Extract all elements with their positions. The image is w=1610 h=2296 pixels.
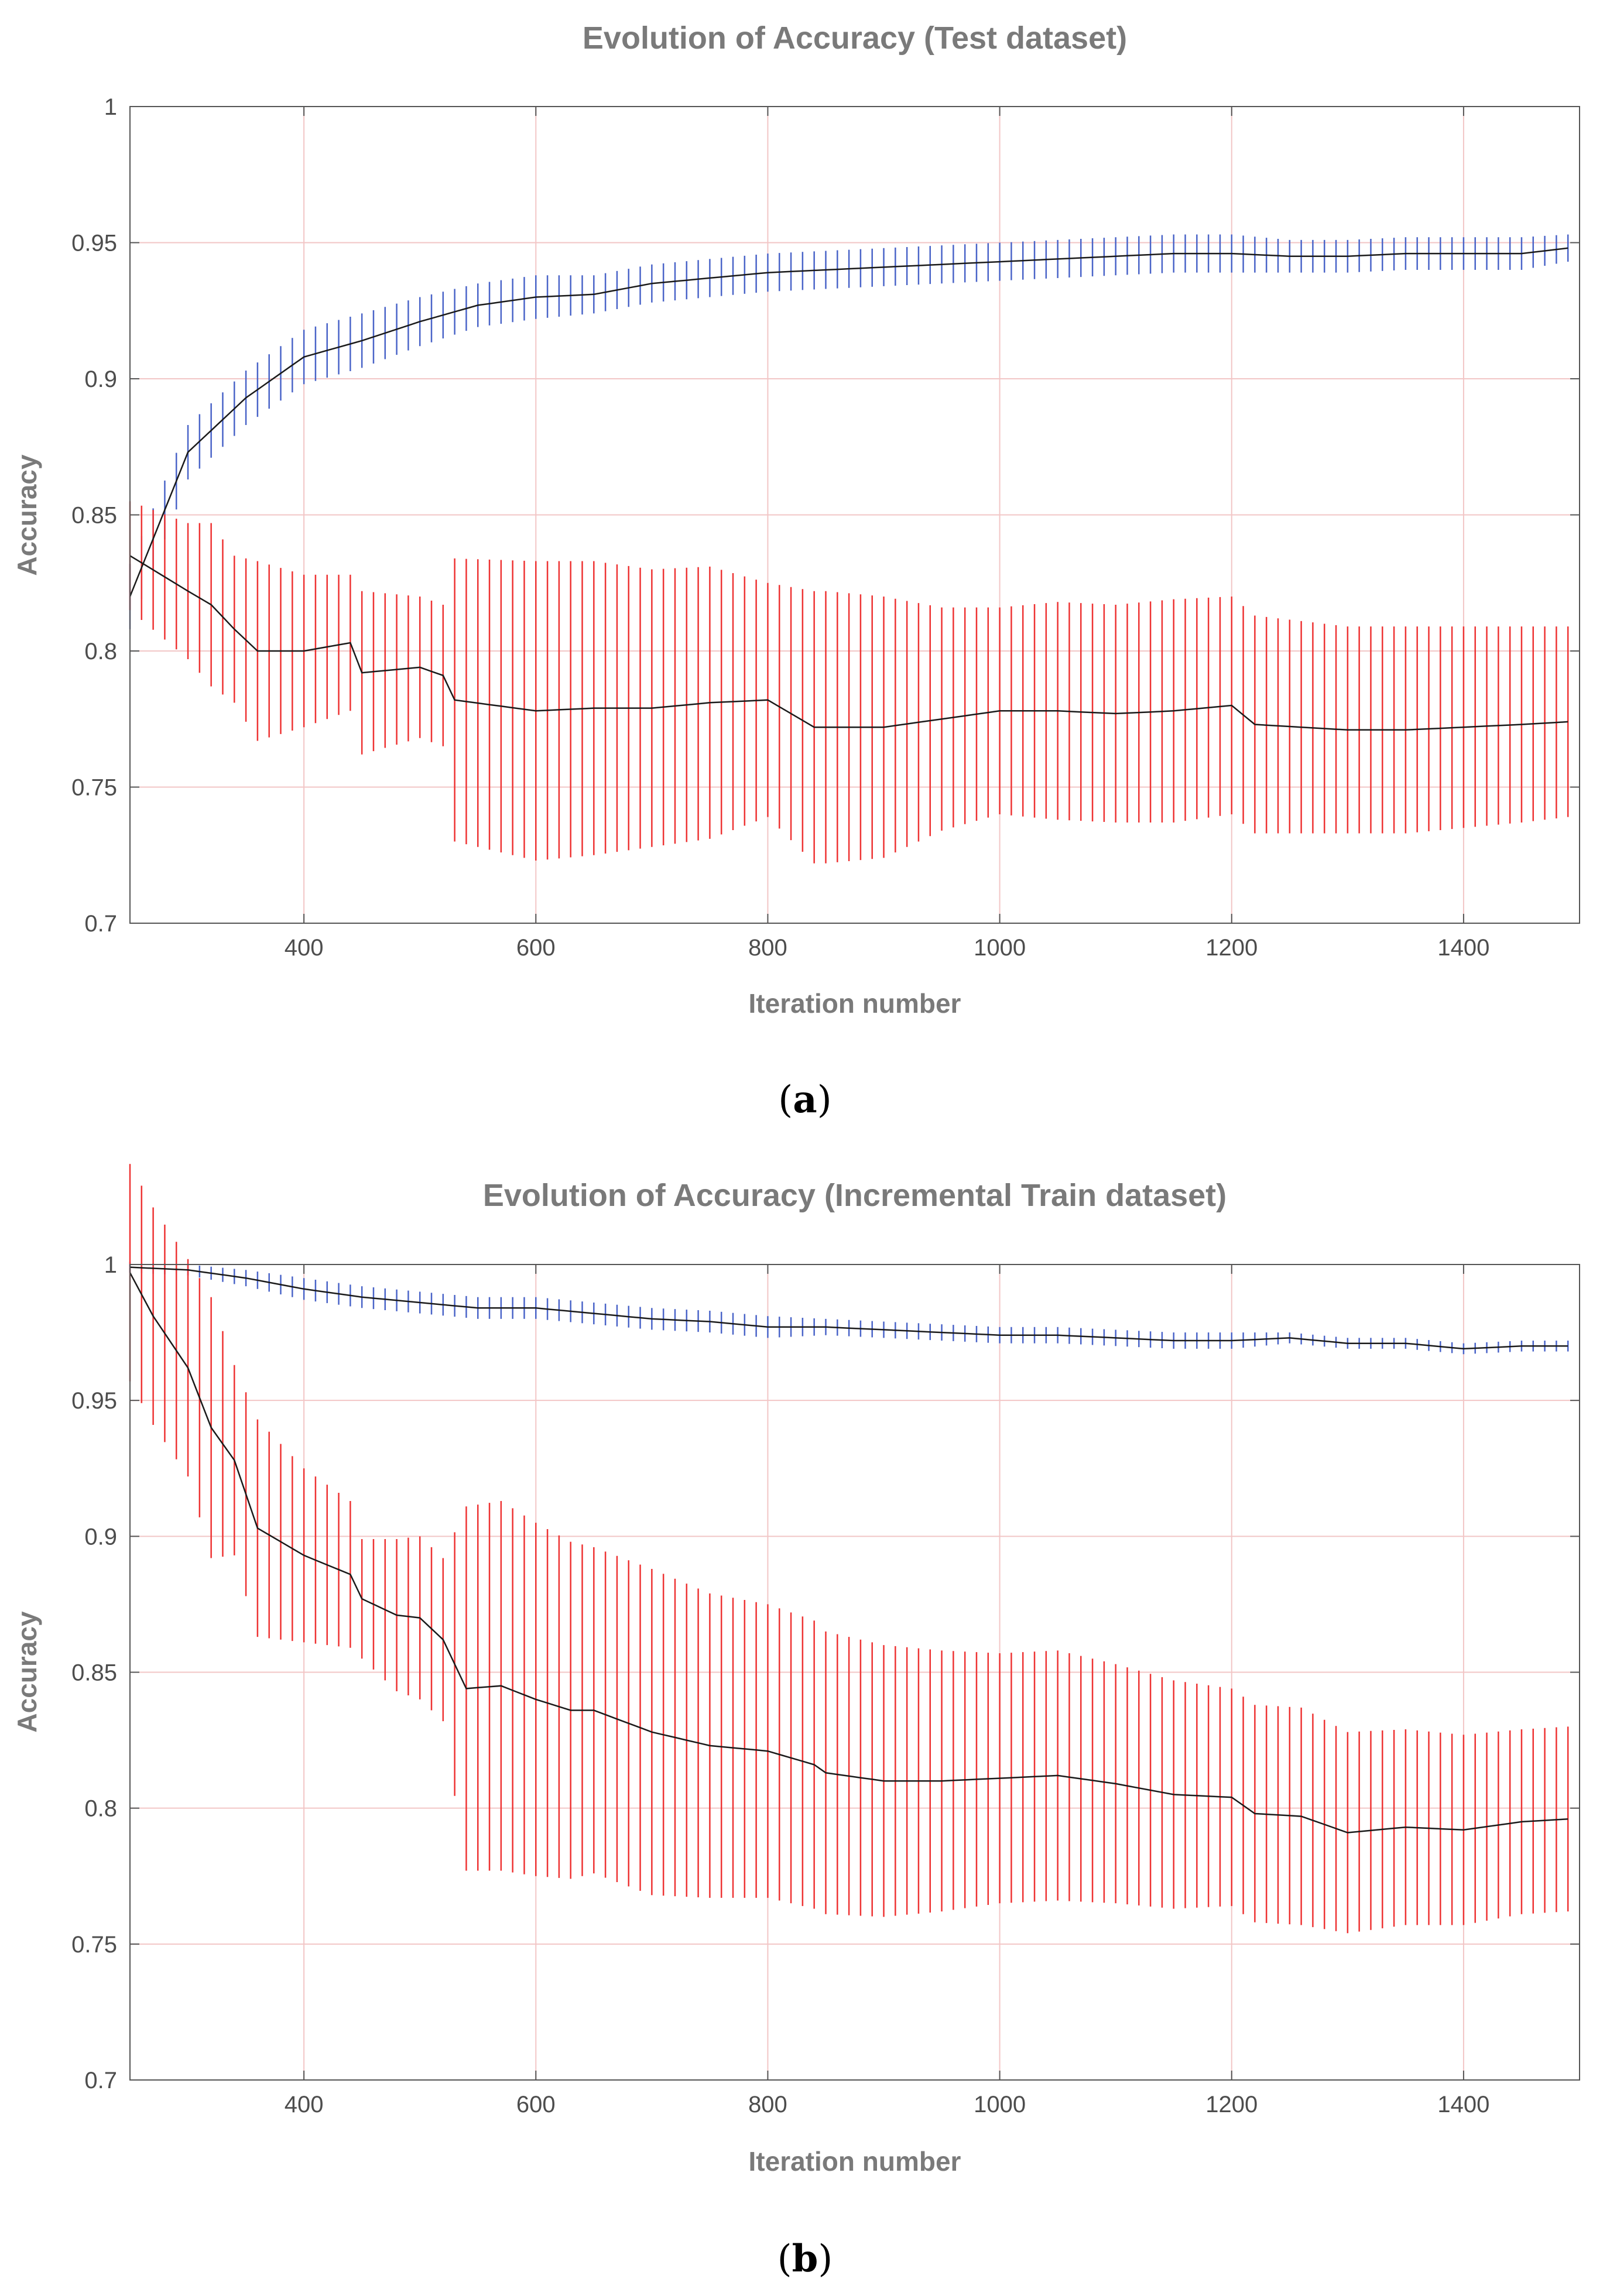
caption-letter: b	[792, 2237, 818, 2281]
y-tick-label: 0.85	[71, 503, 117, 529]
mean-line-lower	[129, 1272, 1568, 1834]
y-tick-label: 0.75	[71, 775, 117, 801]
y-tick-label: 1	[104, 1252, 117, 1278]
y-axis-label: Accuracy	[12, 454, 42, 576]
x-tick-label: 800	[748, 935, 787, 961]
axis-ticks: 400 600 800 1000 1200 1400 0.7 0.75 0.8 0.85 0.9 0.…	[71, 94, 1580, 961]
x-tick-label: 400	[285, 2092, 324, 2117]
y-tick-label: 0.95	[71, 1388, 117, 1414]
chart-incremental-train-dataset: Evolution of Accuracy (Incremental Train…	[12, 1164, 1580, 2177]
y-tick-label: 0.7	[84, 2068, 117, 2093]
chart-test-dataset: Evolution of Accuracy (Test dataset) 400…	[12, 20, 1580, 1019]
mean-lines	[129, 1266, 1568, 1834]
y-tick-label: 1	[104, 94, 117, 120]
caption-a: (a)	[778, 1078, 831, 1122]
x-tick-label: 600	[516, 2092, 556, 2117]
x-tick-label: 1400	[1437, 2092, 1489, 2117]
y-tick-label: 0.9	[84, 366, 117, 392]
y-tick-label: 0.8	[84, 639, 117, 664]
chart-title: Evolution of Accuracy (Incremental Train…	[483, 1178, 1227, 1213]
y-axis-label: Accuracy	[12, 1611, 42, 1733]
y-tick-label: 0.8	[84, 1796, 117, 1822]
y-tick-label: 0.85	[71, 1660, 117, 1686]
grid	[130, 107, 1580, 923]
axis-ticks: 400 600 800 1000 1200 1400 0.7 0.75 0.8 0.85 0.9 0.…	[71, 1252, 1580, 2117]
caption-letter: a	[793, 1078, 817, 1122]
mean-line-lower	[129, 555, 1568, 731]
x-axis-label: Iteration number	[749, 988, 961, 1019]
caption-open-paren: (	[777, 2237, 792, 2281]
caption-close-paren: )	[818, 2237, 833, 2281]
x-tick-label: 800	[748, 2092, 787, 2117]
x-tick-label: 1400	[1437, 935, 1489, 961]
chart-title: Evolution of Accuracy (Test dataset)	[583, 20, 1127, 56]
mean-line-upper	[129, 247, 1568, 597]
caption-open-paren: (	[778, 1078, 793, 1122]
x-tick-label: 1200	[1205, 935, 1258, 961]
mean-line-upper	[129, 1266, 1568, 1350]
x-tick-label: 1000	[974, 2092, 1026, 2117]
y-tick-label: 0.75	[71, 1932, 117, 1958]
x-axis-label: Iteration number	[749, 2146, 961, 2177]
y-tick-label: 0.9	[84, 1524, 117, 1550]
y-tick-label: 0.95	[71, 231, 117, 256]
x-tick-label: 600	[516, 935, 556, 961]
x-tick-label: 1000	[974, 935, 1026, 961]
y-tick-label: 0.7	[84, 911, 117, 937]
caption-b: (b)	[777, 2237, 833, 2281]
x-tick-label: 400	[285, 935, 324, 961]
mean-lines	[129, 247, 1568, 731]
caption-close-paren: )	[817, 1078, 832, 1122]
x-tick-label: 1200	[1205, 2092, 1258, 2117]
